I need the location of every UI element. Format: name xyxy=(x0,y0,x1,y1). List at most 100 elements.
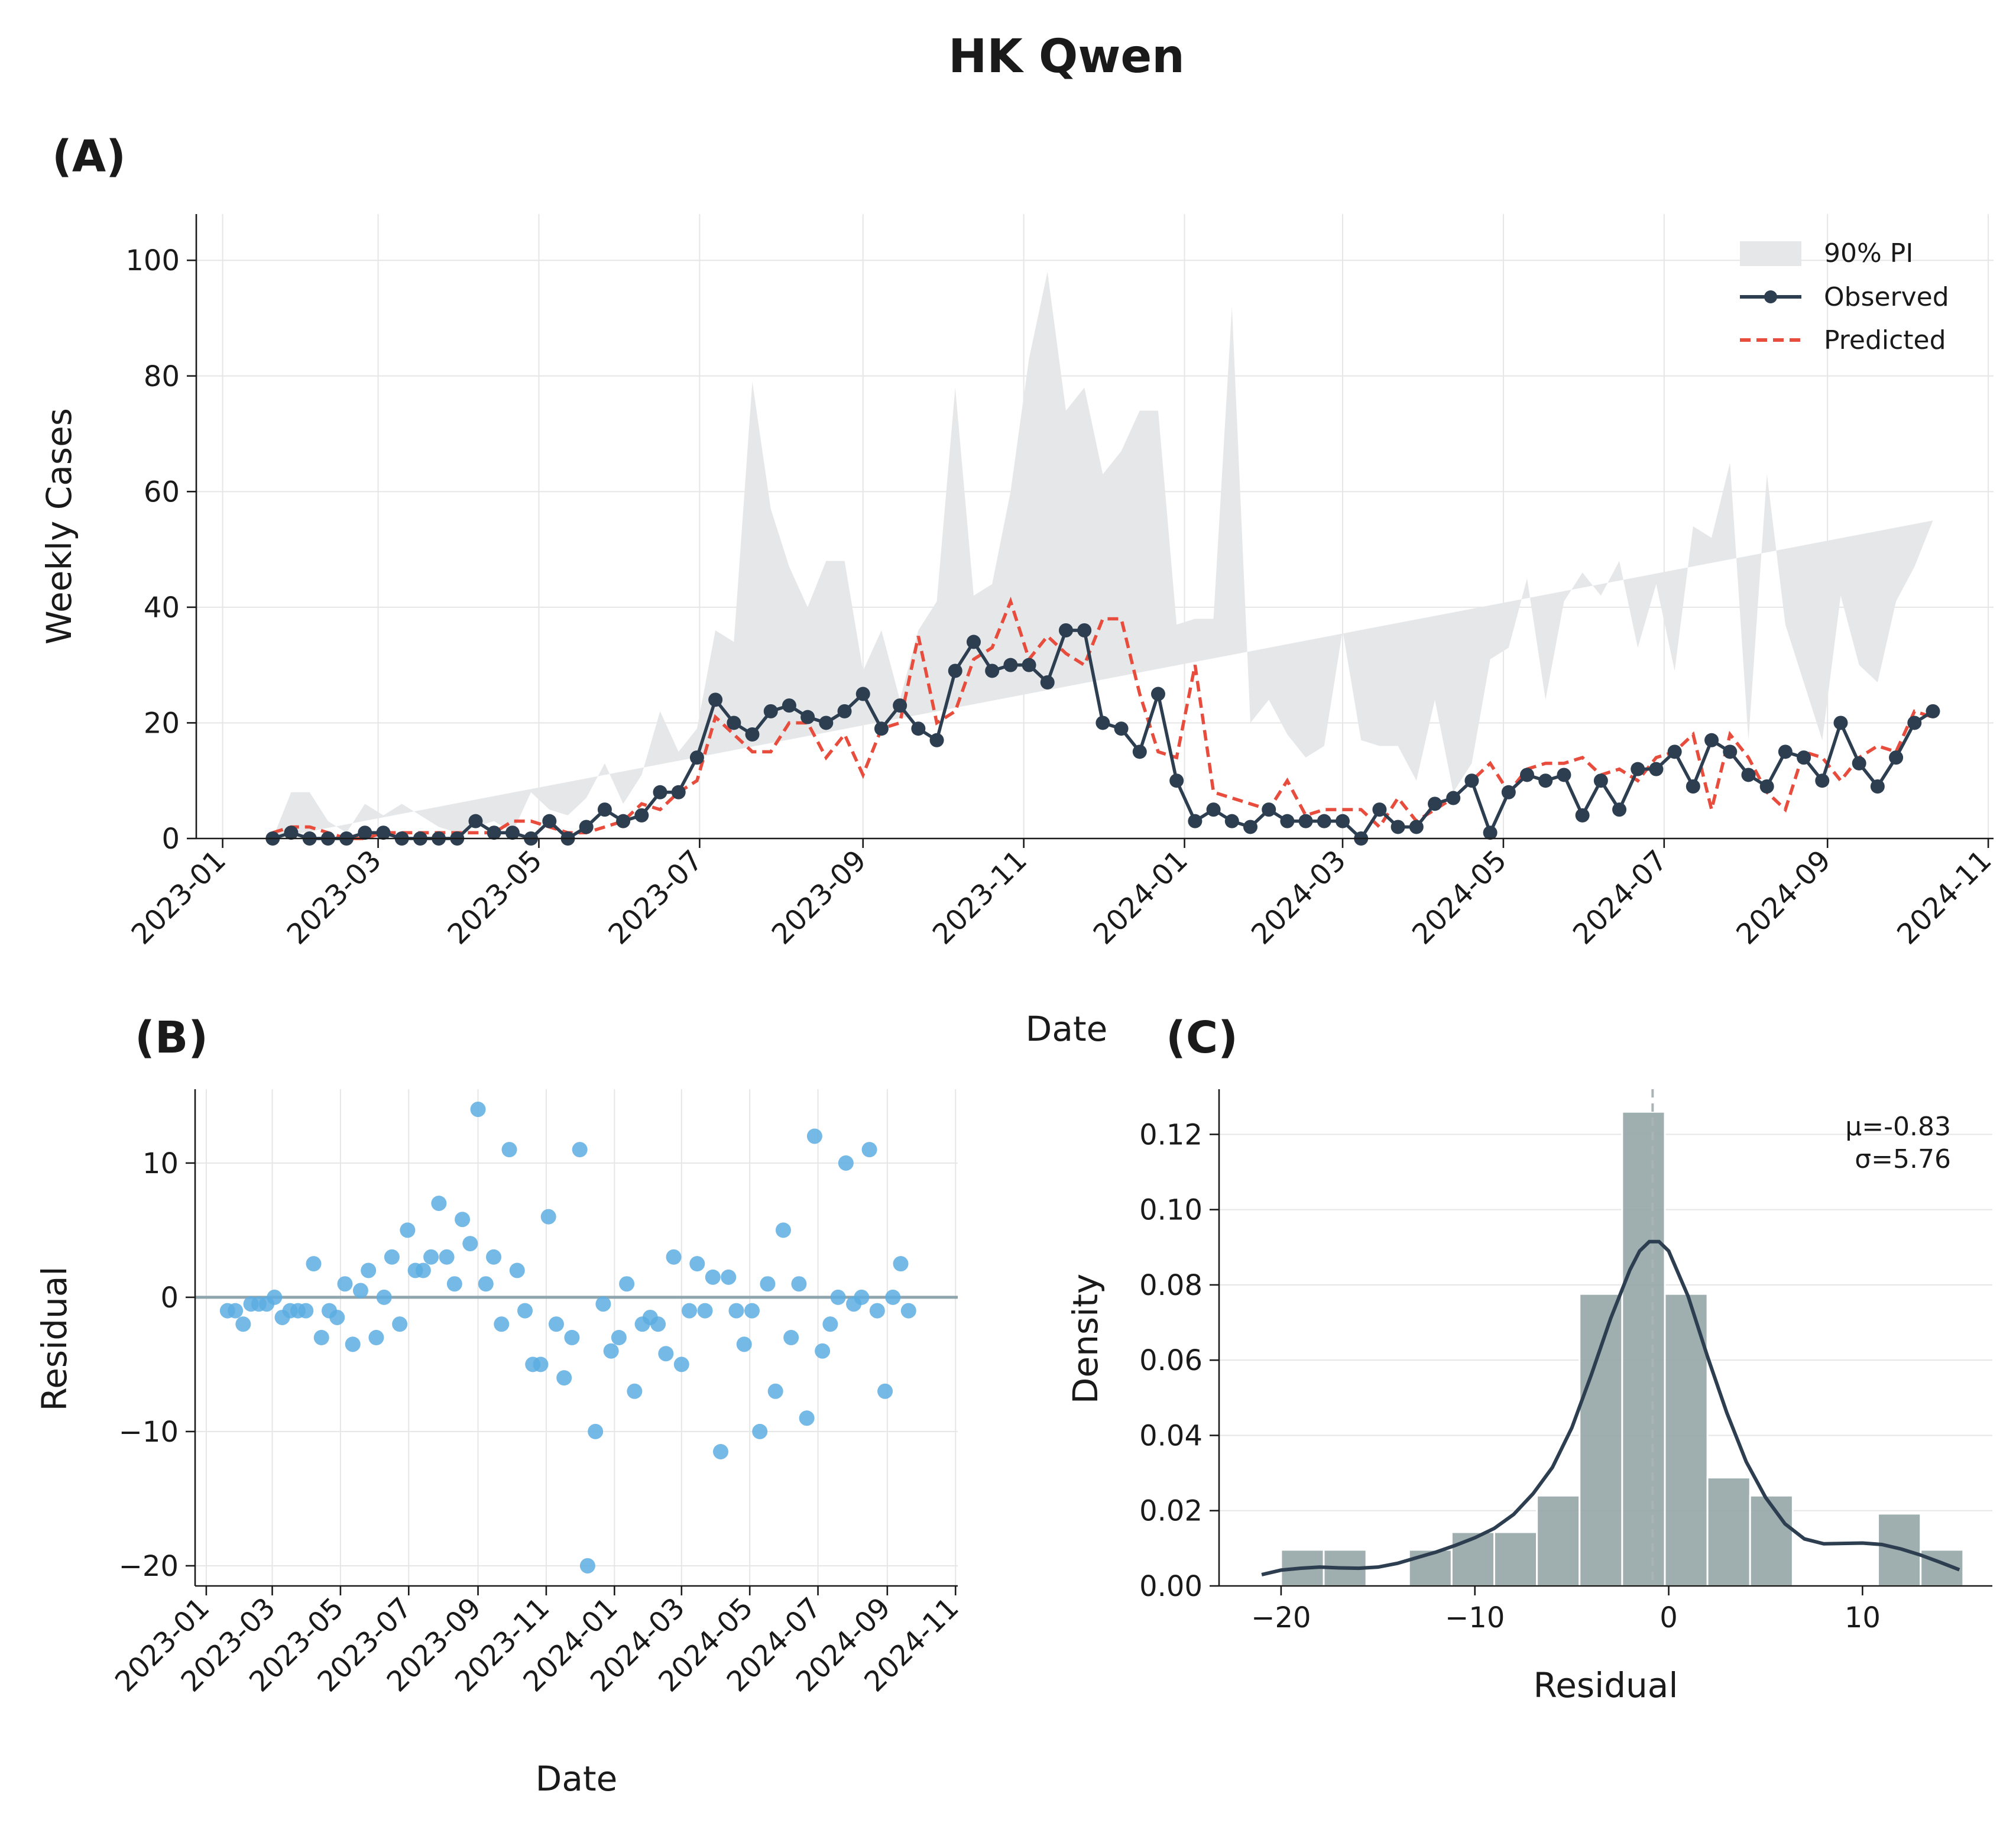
residual-point xyxy=(533,1356,549,1372)
residual-point xyxy=(744,1303,760,1319)
observed-point xyxy=(1926,704,1940,718)
panel-c-x-tick-label: 10 xyxy=(1845,1601,1881,1634)
histogram-bar xyxy=(1621,1111,1666,1587)
observed-point xyxy=(1575,808,1590,823)
observed-point xyxy=(763,704,778,718)
panel-b-x-ticks: 2023-012023-032023-052023-072023-092023-… xyxy=(109,1586,965,1698)
residual-point xyxy=(361,1262,377,1278)
residual-point xyxy=(431,1195,447,1211)
observed-point xyxy=(727,715,741,730)
residual-point xyxy=(352,1283,368,1299)
observed-point xyxy=(671,785,686,799)
residual-point xyxy=(306,1256,322,1272)
residual-point xyxy=(760,1276,776,1292)
residual-point xyxy=(900,1303,916,1319)
panel-b-y-tick-label: 10 xyxy=(142,1147,179,1180)
observed-point xyxy=(1501,785,1516,799)
observed-point xyxy=(800,710,815,724)
panel-c-x-tick-label: −10 xyxy=(1445,1601,1505,1634)
residual-point xyxy=(713,1443,729,1459)
legend-label-observed: Observed xyxy=(1824,282,1949,312)
residual-point xyxy=(767,1383,783,1399)
histogram-bar xyxy=(1536,1494,1581,1587)
panel-c-x-ticks: −20 −10 0 10 xyxy=(1251,1586,1881,1634)
stats-sigma: σ=5.76 xyxy=(1855,1144,1951,1174)
observed-point xyxy=(1778,744,1793,759)
panel-c-grid xyxy=(1219,1134,1992,1587)
residual-point xyxy=(783,1330,799,1345)
residual-point xyxy=(235,1316,251,1332)
residual-point xyxy=(721,1269,737,1285)
observed-point xyxy=(1870,779,1885,794)
panel-c-y-tick-label: 0.12 xyxy=(1139,1118,1203,1151)
observed-point xyxy=(1188,814,1203,828)
observed-point xyxy=(284,825,299,840)
observed-point xyxy=(1317,814,1331,828)
residual-point xyxy=(619,1276,635,1292)
observed-point xyxy=(819,715,834,730)
panel-b-label: (B) xyxy=(135,1012,208,1063)
panel-c-y-tick-label: 0.08 xyxy=(1139,1269,1203,1302)
panel-a-y-tick-label: 40 xyxy=(144,591,180,624)
panel-c-y-tick-label: 0.10 xyxy=(1139,1194,1203,1227)
observed-point xyxy=(1741,768,1756,782)
observed-point xyxy=(1150,687,1165,701)
residual-point xyxy=(705,1269,721,1285)
panel-c-label: (C) xyxy=(1166,1012,1238,1063)
observed-point xyxy=(985,663,1000,678)
residual-point xyxy=(877,1383,893,1399)
histogram-bars xyxy=(1280,1111,1965,1587)
panel-c-x-label: Residual xyxy=(1534,1665,1678,1705)
panel-a-y-tick-label: 0 xyxy=(161,823,180,856)
residual-point xyxy=(885,1289,901,1305)
observed-point xyxy=(745,727,760,742)
observed-point xyxy=(1206,802,1221,817)
panel-a-x-ticks: 2023-01 2023-03 2023-05 2023-07 2023-09 2023-… xyxy=(125,838,1998,951)
legend-label-interval: 90% PI xyxy=(1824,238,1913,268)
residual-point xyxy=(313,1330,329,1345)
residual-point xyxy=(595,1296,611,1312)
panel-a-y-label: Weekly Cases xyxy=(39,408,79,645)
observed-point xyxy=(597,802,612,817)
observed-point xyxy=(1612,802,1627,817)
histogram-bar xyxy=(1493,1531,1538,1587)
panel-c-y-ticks: 0.00 0.02 0.04 0.06 0.08 0.10 0.12 xyxy=(1139,1118,1219,1603)
figure-title: HK Qwen xyxy=(948,30,1185,83)
observed-point xyxy=(948,663,962,678)
panel-a-x-tick-label: 2024-01 xyxy=(1087,844,1194,951)
residual-point xyxy=(791,1276,807,1292)
residual-point xyxy=(611,1330,627,1345)
observed-point xyxy=(1372,802,1387,817)
residual-point xyxy=(854,1289,870,1305)
observed-point xyxy=(966,634,981,649)
observed-point xyxy=(505,825,520,840)
observed-point xyxy=(1095,715,1110,730)
observed-point xyxy=(1631,762,1645,776)
residual-point xyxy=(517,1303,533,1319)
residual-point xyxy=(728,1303,744,1319)
panel-a-y-ticks: 0 20 40 60 80 100 xyxy=(125,244,196,856)
observed-point xyxy=(689,750,704,765)
observed-point xyxy=(579,820,594,834)
panel-a-x-tick-label: 2023-05 xyxy=(442,844,549,951)
panel-c-y-tick-label: 0.00 xyxy=(1139,1570,1203,1603)
observed-point xyxy=(1224,814,1239,828)
panel-a-y-tick-label: 80 xyxy=(144,360,180,393)
residual-point xyxy=(893,1256,909,1272)
observed-markers xyxy=(265,623,1940,846)
panel-c-y-tick-label: 0.04 xyxy=(1139,1419,1203,1452)
residual-point xyxy=(345,1336,361,1352)
panel-b-y-tick-label: −10 xyxy=(119,1416,179,1449)
histogram-bar xyxy=(1706,1477,1751,1587)
legend: 90% PI Observed Predicted xyxy=(1740,238,1949,355)
observed-point xyxy=(1132,744,1147,759)
panel-c-y-tick-label: 0.02 xyxy=(1139,1495,1203,1528)
panel-a-x-tick-label: 2023-07 xyxy=(602,844,709,951)
panel-a-y-tick-label: 60 xyxy=(144,475,180,509)
observed-point xyxy=(855,687,870,701)
prediction-interval-band xyxy=(273,271,1933,838)
residual-point xyxy=(556,1370,572,1386)
residual-point xyxy=(627,1383,643,1399)
observed-point xyxy=(782,698,796,713)
observed-point xyxy=(1077,623,1092,637)
